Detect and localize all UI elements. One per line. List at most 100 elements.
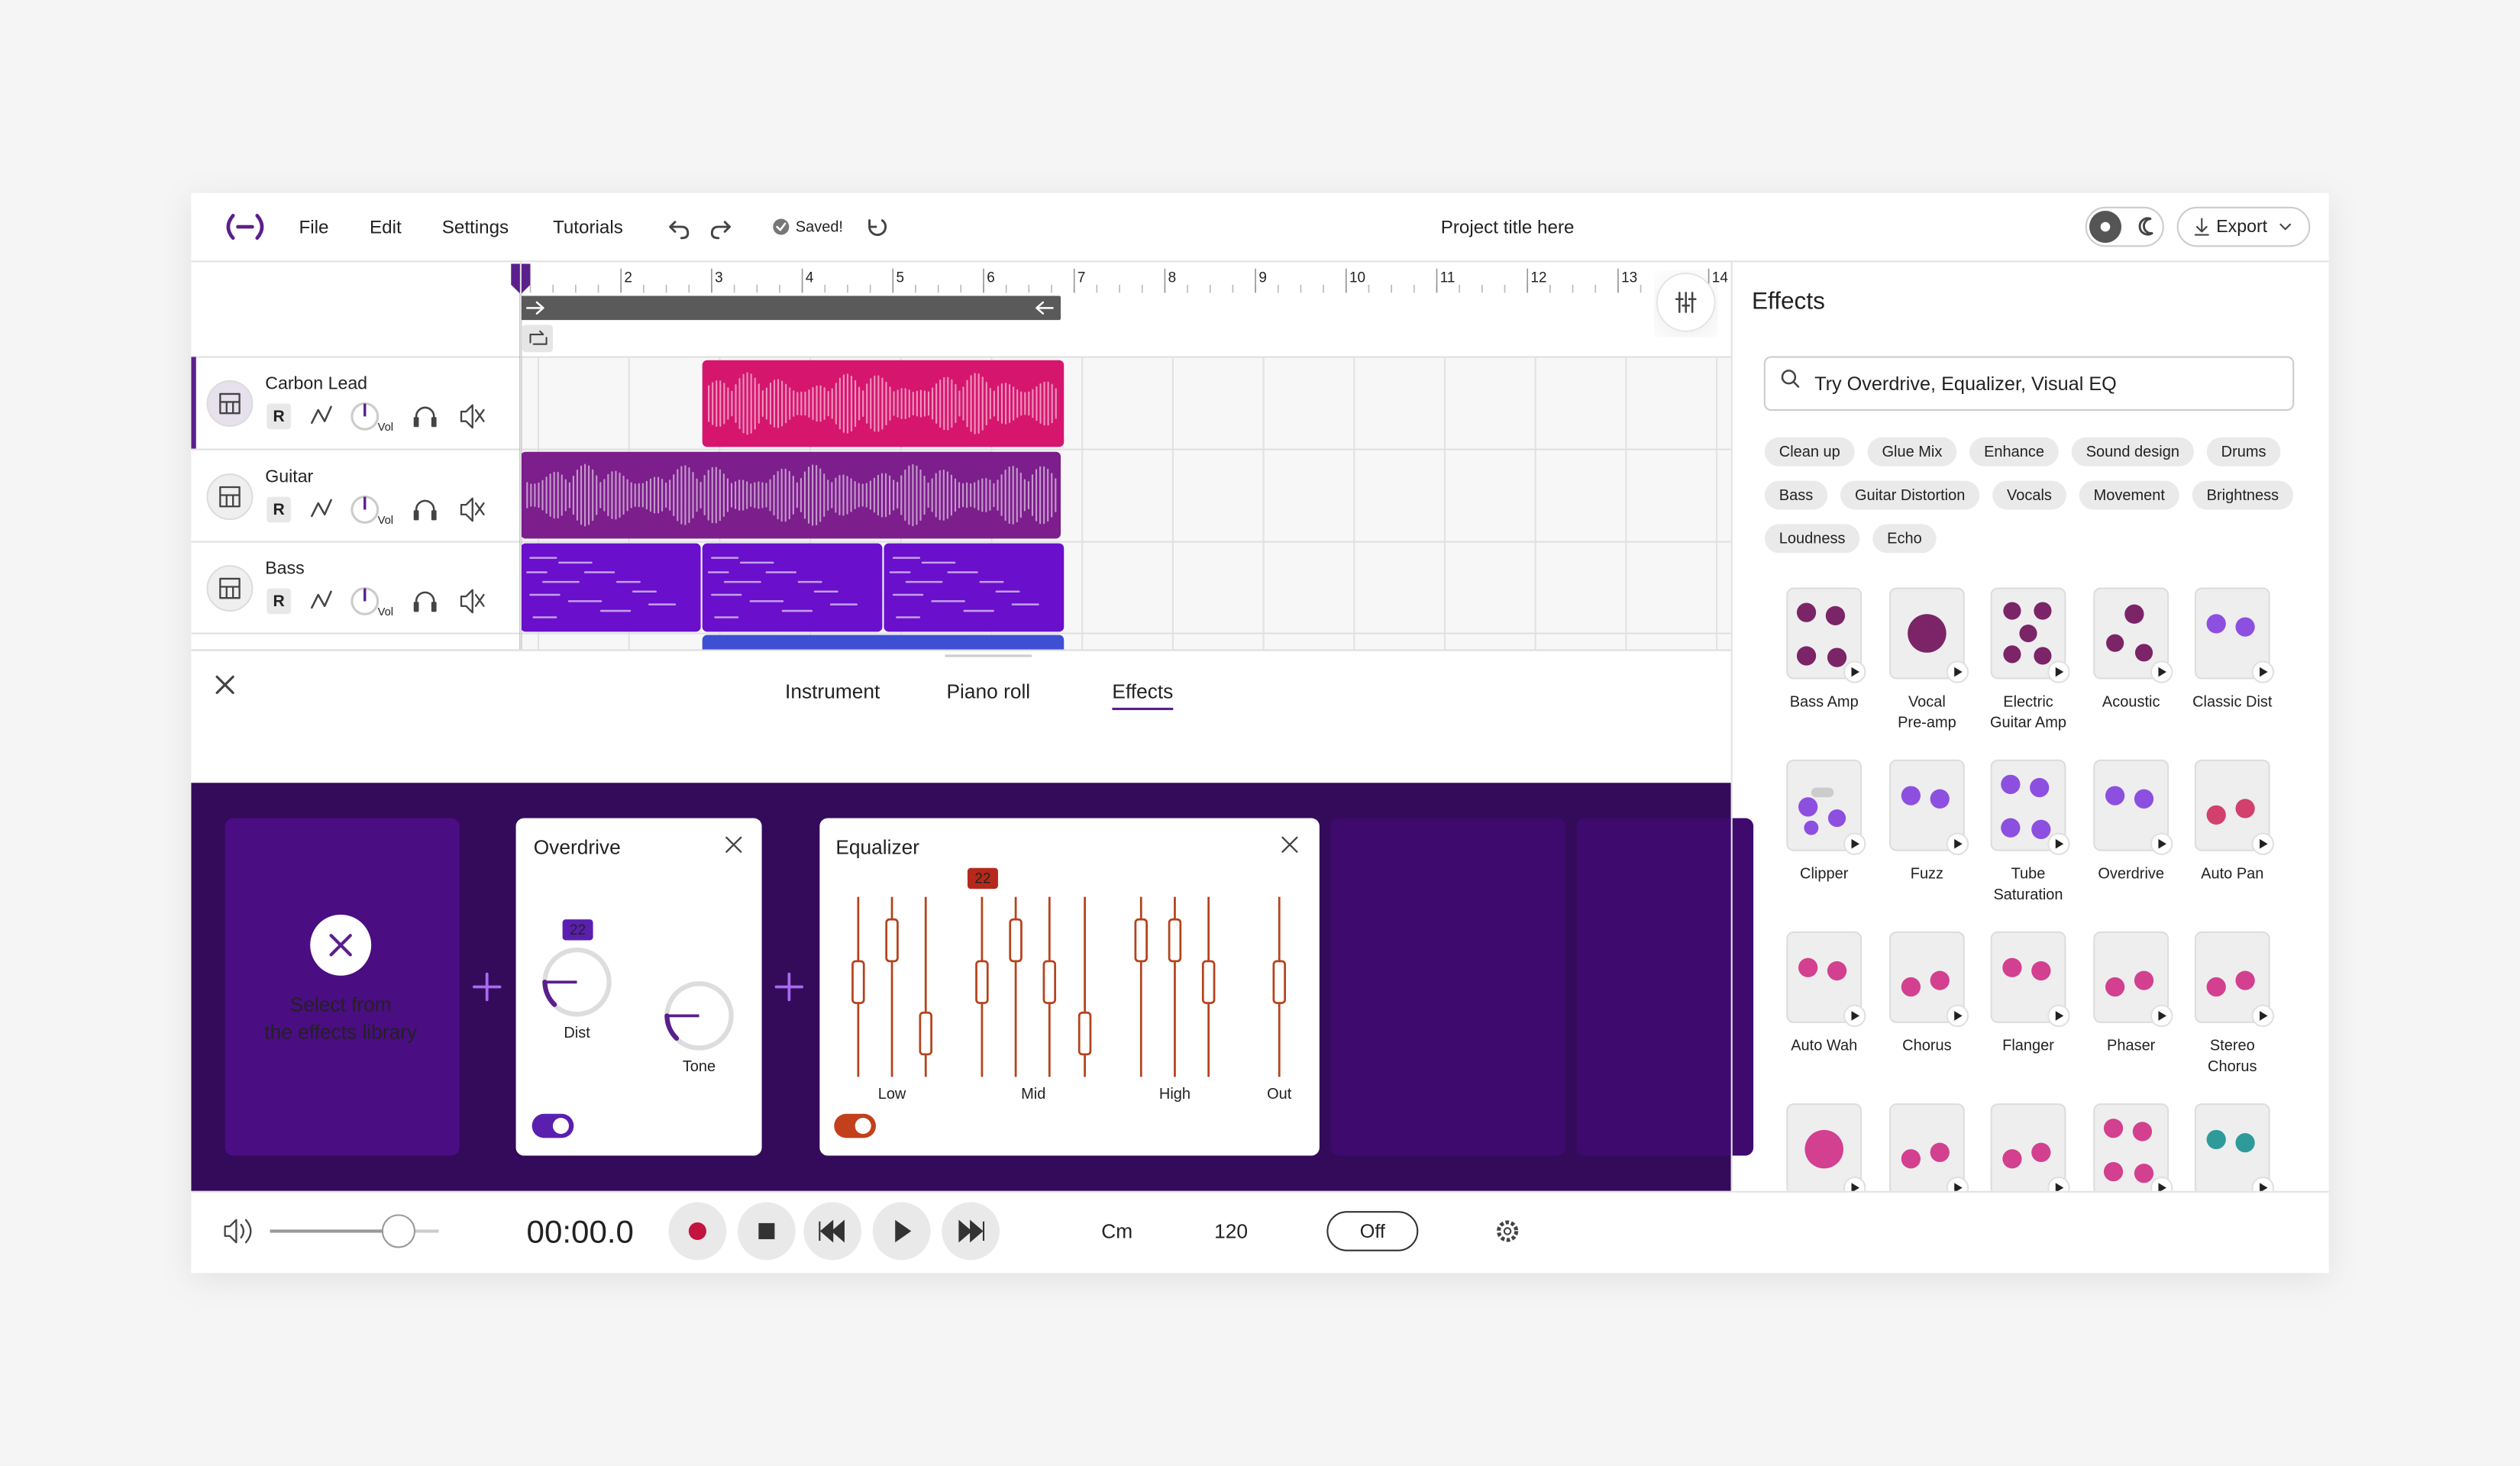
effect-preset[interactable]: Electric Guitar Amp (1990, 587, 2070, 731)
filter-chip[interactable]: Movement (2079, 480, 2179, 510)
empty-slot[interactable] (225, 818, 460, 1156)
preset-knob (2001, 818, 2021, 838)
key-setting[interactable]: Cm (1101, 1219, 1132, 1242)
value-badge-text: 22 (974, 871, 990, 887)
sun-icon (2100, 221, 2111, 232)
menu-item[interactable]: File (299, 218, 328, 238)
chip-label: Clean up (1779, 444, 1840, 460)
forward-icon (958, 1219, 985, 1243)
filter-chip[interactable]: Glue Mix (1867, 437, 1957, 467)
editor-tab[interactable]: Piano roll (947, 680, 1031, 702)
preset-name: Auto Pan (2201, 865, 2263, 882)
clip[interactable] (520, 543, 701, 632)
clip[interactable] (702, 543, 883, 632)
metronome-label: Off (1360, 1221, 1386, 1242)
menu-item[interactable]: Settings (442, 218, 509, 238)
editor-tab[interactable]: Effects (1112, 680, 1173, 702)
instrument-icon[interactable] (206, 380, 254, 428)
metronome-button[interactable] (1326, 1211, 1419, 1251)
preset-knob (1827, 647, 1847, 667)
filter-chip[interactable]: Bass (1764, 480, 1828, 510)
record-arm-button[interactable] (267, 588, 291, 615)
instrument-icon[interactable] (206, 565, 254, 612)
filter-chip[interactable]: Guitar Distortion (1840, 480, 1980, 510)
clip[interactable] (702, 635, 1065, 654)
preset-tile (2093, 931, 2169, 1023)
record-arm-button[interactable] (267, 496, 291, 523)
loop-toggle[interactable] (522, 325, 553, 353)
preset-name: Chorus (1902, 1038, 1951, 1054)
loop-region[interactable] (520, 295, 1061, 321)
preset-tile (1786, 931, 1863, 1023)
effect-preset[interactable]: Chorus (1888, 931, 1969, 1054)
preset-name: Overdrive (2098, 865, 2164, 882)
record-arm-button[interactable] (267, 403, 291, 430)
filter-chip[interactable]: Loudness (1764, 524, 1860, 554)
value-badge-text: 22 (570, 922, 586, 938)
instrument-glyph (219, 392, 241, 415)
menu-item[interactable]: Tutorials (553, 218, 623, 238)
preset-knob (1901, 977, 1921, 997)
preset-name: Stereo (2210, 1038, 2255, 1054)
eq-fader-handle[interactable] (1134, 918, 1148, 963)
filter-chip[interactable]: Drums (2206, 437, 2281, 467)
effect-preset[interactable]: Vocal Pre-amp (1888, 587, 1969, 731)
ruler-number: 7 (1077, 270, 1086, 286)
eq-fader-handle[interactable] (975, 960, 989, 1004)
eq-fader-handle[interactable] (1168, 918, 1182, 963)
effect-preset[interactable]: Auto Pan (2194, 759, 2274, 883)
play-icon (895, 1219, 912, 1243)
tempo-setting[interactable]: 120 (1214, 1219, 1248, 1242)
preview-play-icon (2055, 838, 2064, 849)
instrument-icon[interactable] (206, 473, 254, 521)
settings-gear[interactable] (1497, 1220, 1519, 1242)
effect-preset[interactable]: Tube Saturation (1990, 759, 2070, 903)
eq-fader-handle[interactable] (1009, 918, 1023, 963)
clip[interactable] (520, 451, 1061, 539)
search-box[interactable] (1763, 356, 2295, 412)
effect-preset[interactable]: Clipper (1786, 759, 1866, 883)
mute-icon (460, 589, 485, 614)
eq-fader-handle[interactable] (1201, 960, 1216, 1004)
effect-preset[interactable]: Fuzz (1888, 759, 1969, 883)
filter-chip[interactable]: Clean up (1764, 437, 1855, 467)
solo-icon (413, 499, 437, 521)
filter-chip[interactable]: Echo (1872, 524, 1937, 554)
filter-chip[interactable]: Vocals (1992, 480, 2066, 510)
preset-knob (2034, 647, 2052, 665)
eq-fader-handle[interactable] (1042, 960, 1057, 1004)
chip-label: Glue Mix (1882, 444, 1943, 460)
eq-fader-handle[interactable] (919, 1011, 932, 1056)
preset-knob (2034, 602, 2052, 620)
effect-preset[interactable]: Acoustic (2093, 587, 2173, 711)
eq-fader-handle[interactable] (885, 918, 899, 963)
download-icon (2194, 218, 2209, 236)
stop-icon (758, 1222, 775, 1239)
chip-label: Guitar Distortion (1855, 487, 1965, 504)
eq-fader-handle[interactable] (1077, 1011, 1092, 1056)
effect-preset[interactable]: Phaser (2093, 931, 2173, 1054)
filter-chip[interactable]: Brightness (2192, 480, 2294, 510)
effect-preset[interactable]: Auto Wah (1786, 931, 1866, 1054)
export-button[interactable] (2176, 206, 2311, 247)
effect-preset[interactable]: Overdrive (2093, 759, 2173, 883)
filter-chip[interactable]: Sound design (2071, 437, 2194, 467)
effect-title: Overdrive (534, 835, 621, 858)
editor-tab[interactable]: Instrument (785, 680, 880, 702)
eq-fader-handle[interactable] (1272, 960, 1286, 1004)
effect-preset[interactable]: Flanger (1990, 931, 2070, 1054)
preset-name: Pre-amp (1898, 715, 1956, 731)
effect-preset[interactable]: Bass Amp (1786, 587, 1866, 711)
eq-fader-handle[interactable] (851, 960, 865, 1004)
ruler-number: 14 (1712, 270, 1728, 286)
effect-preset[interactable]: Stereo Chorus (2194, 931, 2274, 1075)
effect-preset[interactable]: Classic Dist (2192, 587, 2274, 711)
mixer-icon (1675, 292, 1697, 313)
preset-knob (2019, 624, 2037, 643)
volume-slider-thumb[interactable] (381, 1214, 416, 1248)
value-badge (967, 867, 998, 890)
filter-chip[interactable]: Enhance (1969, 437, 2059, 467)
chip-label: Vocals (2007, 487, 2052, 504)
clip[interactable] (884, 543, 1065, 632)
menu-item[interactable]: Edit (370, 218, 402, 238)
